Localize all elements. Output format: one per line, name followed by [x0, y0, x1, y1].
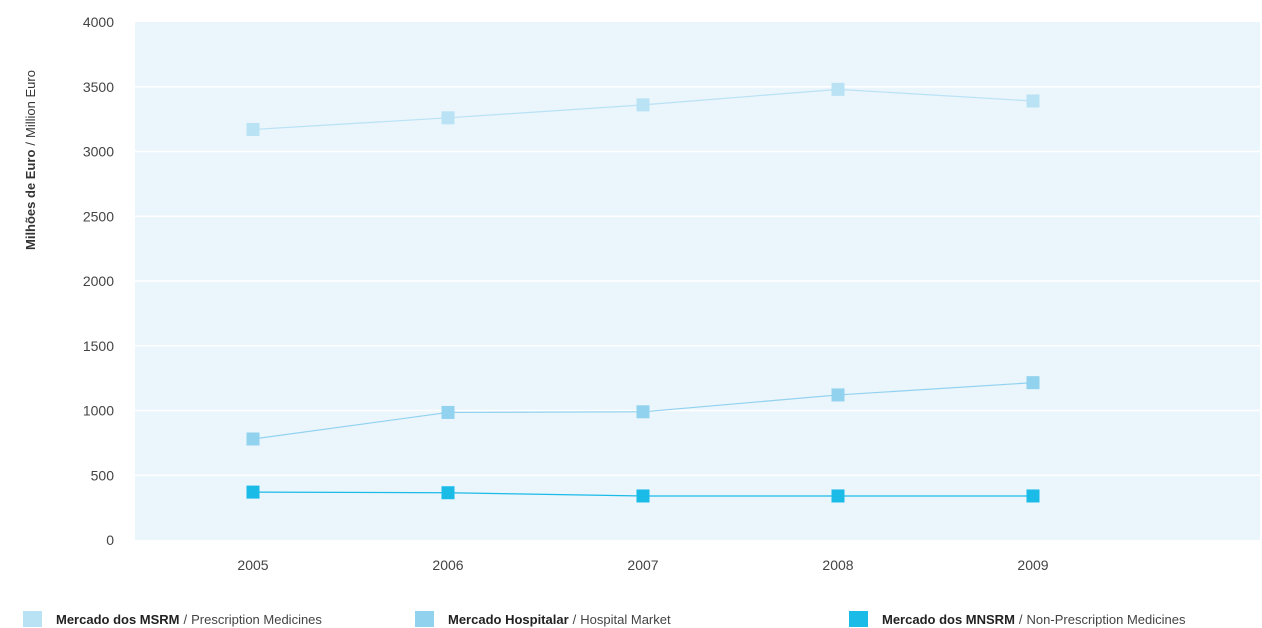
- y-tick-label: 1000: [83, 403, 114, 419]
- legend-item-hospital: Mercado Hospitalar / Hospital Market: [415, 611, 671, 627]
- data-point: [831, 82, 845, 96]
- legend-label-light: Hospital Market: [580, 611, 671, 627]
- x-tick-label: 2006: [432, 557, 463, 573]
- data-point: [1026, 376, 1040, 390]
- data-point: [636, 405, 650, 419]
- y-axis-ticks: 0 500 1000 1500 2000 2500 3000 3500 4000: [83, 14, 114, 548]
- legend-swatch-non-prescription: [849, 611, 868, 627]
- data-point: [441, 486, 455, 500]
- series-0: [246, 82, 1040, 136]
- data-point: [636, 489, 650, 503]
- x-tick-label: 2009: [1017, 557, 1048, 573]
- y-tick-label: 2000: [83, 273, 114, 289]
- data-point: [441, 111, 455, 125]
- x-tick-label: 2008: [822, 557, 853, 573]
- data-point: [831, 388, 845, 402]
- data-point: [1026, 94, 1040, 108]
- series-2: [246, 485, 1040, 503]
- data-point: [636, 98, 650, 112]
- data-point: [246, 432, 260, 446]
- y-axis-label: Milhões de Euro / Million Euro: [23, 70, 38, 250]
- legend-separator: /: [1018, 611, 1023, 627]
- data-point: [246, 485, 260, 499]
- legend: Mercado dos MSRM / Prescription Medicine…: [0, 611, 1262, 627]
- legend-separator: /: [572, 611, 577, 627]
- x-tick-label: 2007: [627, 557, 658, 573]
- legend-label-light: Prescription Medicines: [191, 611, 322, 627]
- legend-label-bold: Mercado dos MSRM: [56, 611, 180, 627]
- y-axis-label-light: Million Euro: [23, 70, 38, 138]
- y-tick-label: 3500: [83, 79, 114, 95]
- y-axis-label-bold: Milhões de Euro: [23, 150, 38, 250]
- legend-swatch-prescription: [23, 611, 42, 627]
- series-1: [246, 376, 1040, 446]
- y-tick-label: 3000: [83, 144, 114, 160]
- y-tick-label: 2500: [83, 208, 114, 224]
- y-tick-label: 500: [91, 467, 115, 483]
- legend-separator: /: [183, 611, 188, 627]
- series-layer: [246, 82, 1040, 503]
- legend-label-light: Non-Prescription Medicines: [1026, 611, 1186, 627]
- legend-label-bold: Mercado Hospitalar: [448, 611, 569, 627]
- data-point: [441, 405, 455, 419]
- y-tick-label: 1500: [83, 338, 114, 354]
- data-point: [831, 489, 845, 503]
- y-tick-label: 0: [106, 532, 114, 548]
- legend-swatch-hospital: [415, 611, 434, 627]
- y-axis-label-separator: /: [23, 142, 38, 146]
- data-point: [246, 122, 260, 136]
- x-axis-ticks: 2005 2006 2007 2008 2009: [237, 557, 1048, 573]
- legend-label-bold: Mercado dos MNSRM: [882, 611, 1015, 627]
- x-tick-label: 2005: [237, 557, 268, 573]
- legend-item-non-prescription: Mercado dos MNSRM / Non-Prescription Med…: [849, 611, 1185, 627]
- data-point: [1026, 489, 1040, 503]
- y-tick-label: 4000: [83, 14, 114, 30]
- gridlines: [135, 86, 1260, 476]
- legend-item-prescription: Mercado dos MSRM / Prescription Medicine…: [23, 611, 322, 627]
